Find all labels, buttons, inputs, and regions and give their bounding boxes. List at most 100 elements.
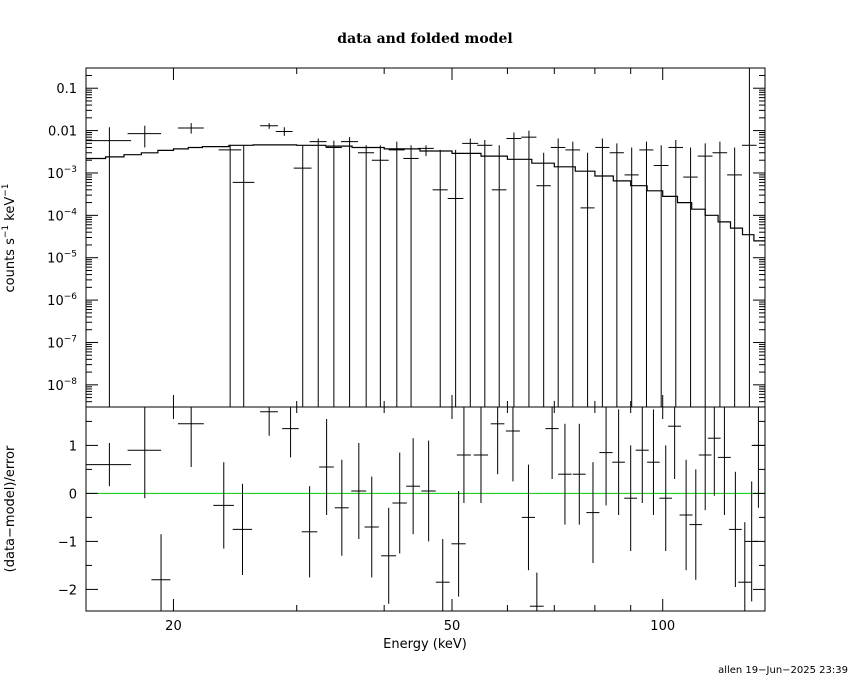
top-y-tick-label: 10−3 bbox=[47, 165, 77, 182]
residual-point bbox=[260, 407, 278, 436]
residual-point bbox=[473, 407, 489, 503]
residual-point bbox=[392, 452, 407, 554]
footer-stamp: allen 19−Jun−2025 23:39 bbox=[718, 665, 848, 676]
spectrum-data-point bbox=[477, 139, 493, 407]
spectrum-data-point bbox=[357, 145, 375, 407]
top-y-axis-label: counts s−1 keV−1 bbox=[1, 183, 18, 292]
residual-point bbox=[689, 469, 703, 580]
spectrum-data-point bbox=[177, 123, 204, 134]
model-curve bbox=[86, 144, 765, 242]
x-tick-label: 20 bbox=[165, 619, 182, 634]
spectrum-data-point bbox=[417, 145, 434, 157]
spectrum-data-point bbox=[624, 147, 639, 407]
residual-point bbox=[151, 534, 171, 611]
spectrum-data-point bbox=[683, 147, 698, 407]
residual-point bbox=[647, 409, 660, 515]
bottom-y-tick-label: −1 bbox=[58, 535, 77, 550]
residual-point bbox=[213, 462, 234, 549]
residual-point bbox=[127, 407, 162, 499]
spectrum-data-point bbox=[340, 137, 358, 407]
spectrum-data-point bbox=[668, 139, 683, 407]
spectrum-data-point bbox=[275, 127, 293, 136]
spectrum-data-point bbox=[388, 141, 405, 407]
residual-point bbox=[659, 445, 672, 551]
residual-point bbox=[717, 407, 731, 515]
residual-point bbox=[334, 459, 349, 556]
residuals-panel: 20 50 100 1 0 −1 −2 (data−model)/error Energy … bbox=[3, 406, 766, 652]
residual-point bbox=[707, 407, 721, 496]
spectrum-data-point bbox=[260, 123, 278, 129]
bottom-y-axis-label: (data−model)/error bbox=[3, 445, 18, 572]
x-tick-label: 100 bbox=[650, 619, 675, 634]
residual-point bbox=[435, 539, 450, 611]
bottom-y-tick-label: −2 bbox=[58, 583, 77, 598]
spectrum-data-point bbox=[462, 138, 479, 407]
chart-title: data and folded model bbox=[337, 31, 512, 47]
spectrum-data-point bbox=[565, 141, 581, 407]
residual-point bbox=[381, 507, 397, 604]
data-points bbox=[86, 68, 757, 407]
spectrum-data-point bbox=[432, 149, 448, 407]
residual-point bbox=[351, 443, 367, 539]
residual-point bbox=[728, 471, 742, 587]
residual-point bbox=[521, 464, 536, 571]
residual-point bbox=[586, 462, 600, 563]
spectrum-data-point bbox=[293, 145, 312, 407]
spectrum-data-point bbox=[325, 140, 342, 407]
top-y-tick-label: 0.1 bbox=[56, 82, 77, 97]
residual-point bbox=[282, 407, 299, 458]
residual-point bbox=[635, 407, 649, 503]
residual-point bbox=[505, 407, 520, 482]
spectrum-data-point bbox=[742, 68, 757, 407]
residual-point bbox=[572, 423, 586, 525]
x-tick-label: 50 bbox=[444, 619, 461, 634]
residual-point bbox=[364, 476, 379, 578]
residual-point bbox=[451, 491, 466, 597]
spectrum-data-point bbox=[595, 138, 610, 407]
residual-point bbox=[738, 522, 752, 611]
residual-point bbox=[679, 459, 693, 571]
residual-point bbox=[177, 407, 204, 467]
residual-point bbox=[421, 440, 436, 542]
top-y-tick-label: 10−5 bbox=[47, 250, 77, 267]
spectrum-data-point bbox=[712, 141, 728, 407]
spectrum-data-point bbox=[371, 145, 389, 407]
spectrum-data-point bbox=[536, 152, 551, 407]
residual-point bbox=[751, 407, 765, 508]
spectrum-data-point bbox=[653, 145, 669, 407]
residual-point bbox=[545, 407, 559, 479]
spectrum-data-point bbox=[86, 127, 132, 407]
residual-point bbox=[456, 407, 471, 503]
residual-point bbox=[558, 423, 572, 525]
residual-points bbox=[86, 407, 765, 611]
spectrum-data-point bbox=[447, 149, 464, 407]
spectrum-data-point bbox=[521, 130, 537, 407]
bottom-y-tick-label: 0 bbox=[69, 487, 77, 502]
top-y-tick-label: 10−4 bbox=[47, 207, 77, 224]
residual-point bbox=[406, 438, 420, 535]
residual-point bbox=[232, 483, 253, 575]
spectrum-data-point bbox=[491, 145, 507, 407]
spectrum-data-point bbox=[218, 145, 242, 407]
residuals-panel-frame bbox=[85, 406, 766, 612]
spectrum-data-point bbox=[609, 143, 624, 407]
x-axis-label: Energy (keV) bbox=[383, 637, 467, 652]
residual-point bbox=[301, 486, 318, 578]
spectrum-data-point bbox=[727, 147, 743, 407]
residual-point bbox=[612, 409, 625, 515]
residual-point bbox=[624, 445, 638, 551]
top-y-tick-label: 0.01 bbox=[48, 125, 77, 140]
spectrum-data-point bbox=[550, 138, 566, 407]
residual-point bbox=[599, 407, 613, 506]
top-y-tick-label: 10−6 bbox=[47, 292, 77, 309]
residual-point bbox=[319, 419, 334, 515]
spectrum-data-point bbox=[309, 138, 327, 407]
residual-point bbox=[86, 443, 132, 487]
spectrum-data-point bbox=[127, 125, 162, 148]
top-y-tick-label: 10−7 bbox=[47, 334, 77, 351]
spectrum-data-point bbox=[232, 145, 255, 407]
spectrum-panel-frame bbox=[85, 67, 766, 408]
residual-point bbox=[668, 407, 682, 479]
residual-point bbox=[529, 572, 544, 611]
